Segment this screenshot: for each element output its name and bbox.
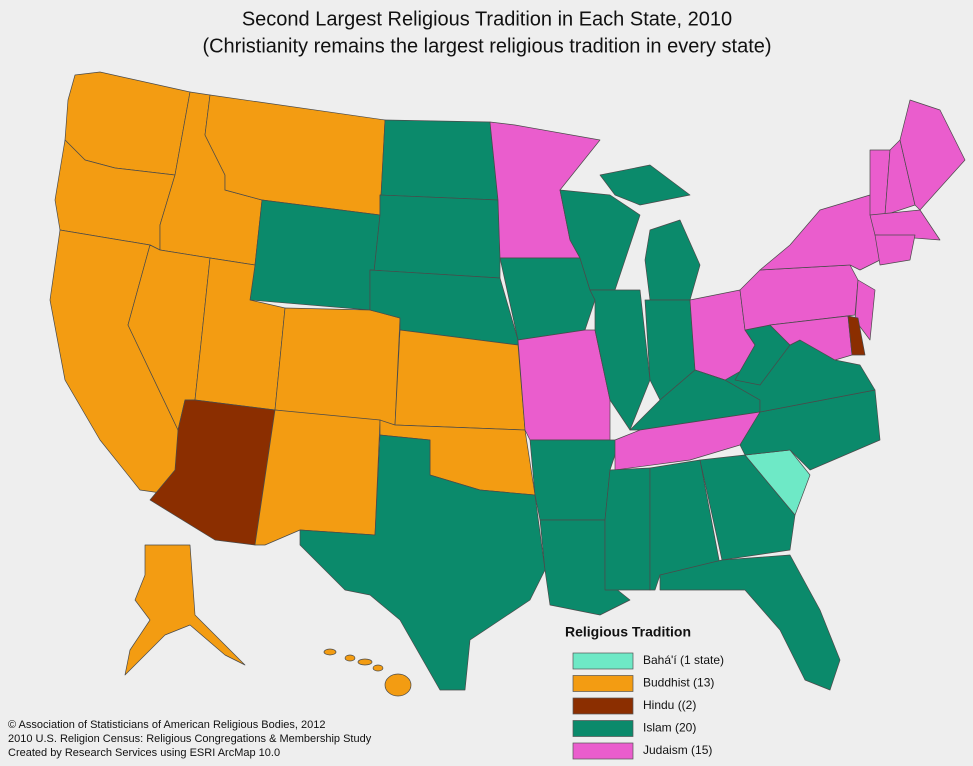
state (854, 279, 876, 341)
legend-swatch (572, 742, 634, 760)
state (323, 648, 337, 656)
legend-title: Religious Tradition (565, 624, 691, 640)
state (604, 467, 651, 591)
state (847, 315, 866, 356)
legend-label: Buddhist (13) (643, 676, 714, 690)
states (49, 71, 966, 697)
state (599, 164, 691, 206)
state (589, 289, 651, 431)
legend: Bahá'í (1 state) Buddhist (13) Hindu ((2) I… (572, 652, 724, 760)
state (299, 434, 546, 691)
legend-label: Islam (20) (643, 721, 696, 735)
subtitle: (Christianity remains the largest religi… (202, 35, 771, 57)
state (384, 673, 412, 697)
legend-label: Bahá'í (1 state) (643, 653, 724, 667)
legend-label: Hindu ((2) (643, 698, 696, 712)
credit: Created by Research Services using ESRI … (8, 747, 280, 759)
title: Second Largest Religious Tradition in Ea… (242, 8, 732, 30)
state (124, 544, 246, 676)
state (874, 234, 916, 266)
state (899, 99, 966, 211)
credit: © Association of Statisticians of Americ… (8, 719, 326, 731)
state (249, 199, 381, 311)
state (372, 664, 384, 672)
state (699, 454, 796, 561)
legend-swatch (572, 720, 634, 737)
legend-swatch (572, 652, 634, 670)
state (357, 658, 373, 666)
state (394, 329, 526, 431)
legend-swatch (572, 697, 634, 715)
state (254, 409, 381, 546)
state (344, 654, 356, 662)
credit: 2010 U.S. Religion Census: Religious Con… (8, 733, 372, 745)
state (659, 554, 841, 691)
legend-swatch (572, 675, 634, 692)
state (517, 329, 611, 441)
state (869, 209, 941, 241)
state (274, 307, 401, 426)
legend-label: Judaism (15) (643, 743, 712, 757)
state (739, 389, 881, 471)
